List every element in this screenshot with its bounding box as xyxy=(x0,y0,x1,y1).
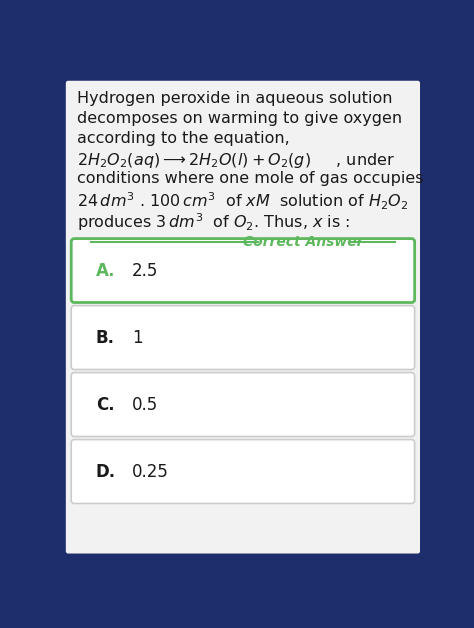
Text: 1: 1 xyxy=(132,328,143,347)
FancyBboxPatch shape xyxy=(71,372,415,436)
Text: decomposes on warming to give oxygen: decomposes on warming to give oxygen xyxy=(77,111,402,126)
Text: conditions where one mole of gas occupies: conditions where one mole of gas occupie… xyxy=(77,171,424,186)
Text: B.: B. xyxy=(96,328,115,347)
Text: Hydrogen peroxide in aqueous solution: Hydrogen peroxide in aqueous solution xyxy=(77,91,393,106)
Text: D.: D. xyxy=(96,463,116,480)
Text: 0.5: 0.5 xyxy=(132,396,158,413)
Text: $24\,dm^3$ . $100\,cm^3$  of $xM$  solution of $H_2O_2$: $24\,dm^3$ . $100\,cm^3$ of $xM$ solutio… xyxy=(77,191,409,212)
Text: produces $3\,dm^3$  of $O_2$. Thus, $x$ is :: produces $3\,dm^3$ of $O_2$. Thus, $x$ i… xyxy=(77,211,351,232)
Text: $2H_2O_2(aq) \longrightarrow 2H_2O(l) + O_2(g)$     , under: $2H_2O_2(aq) \longrightarrow 2H_2O(l) + … xyxy=(77,151,395,170)
FancyBboxPatch shape xyxy=(71,306,415,369)
Text: C.: C. xyxy=(96,396,115,413)
Text: 2.5: 2.5 xyxy=(132,261,158,279)
FancyBboxPatch shape xyxy=(71,440,415,504)
Text: 0.25: 0.25 xyxy=(132,463,169,480)
Text: according to the equation,: according to the equation, xyxy=(77,131,290,146)
Text: A.: A. xyxy=(96,261,115,279)
FancyBboxPatch shape xyxy=(66,81,420,553)
FancyBboxPatch shape xyxy=(71,239,415,303)
Text: Correct Answer: Correct Answer xyxy=(243,235,364,249)
